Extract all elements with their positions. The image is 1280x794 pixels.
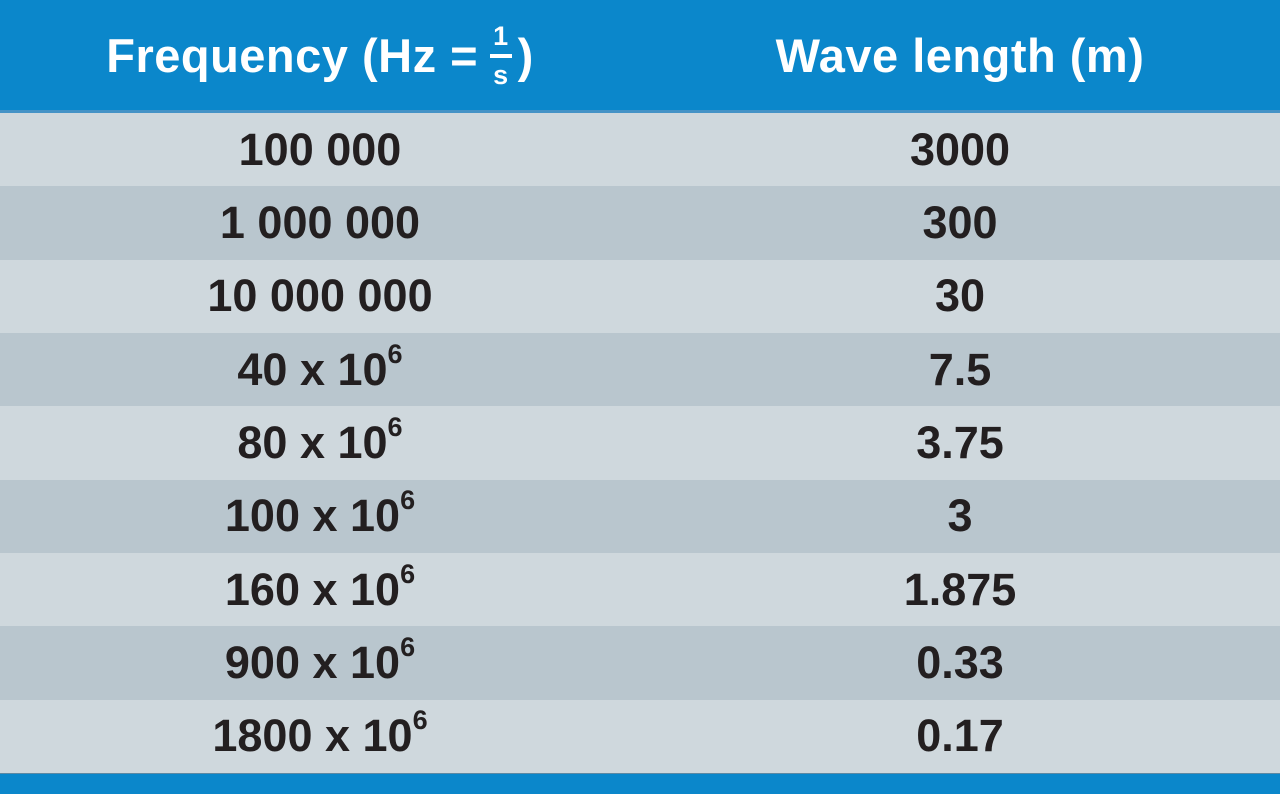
frequency-value: 1800 x 10 — [212, 710, 413, 762]
frequency-header-close-paren: ) — [517, 28, 534, 82]
table-body: 100 000 3000 1 000 000 300 10 000 000 30… — [0, 113, 1280, 773]
frequency-cell: 10 000 000 — [0, 260, 640, 333]
wavelength-cell: 0.17 — [916, 710, 1004, 762]
frequency-cell: 1800 x 10 6 — [212, 705, 428, 762]
table-row: 100 x 10 6 3 — [0, 479, 1280, 553]
frequency-header-text: Frequency (Hz = — [106, 28, 479, 82]
table-row: 80 x 10 6 3.75 — [0, 406, 1280, 480]
wavelength-cell: 300 — [922, 196, 998, 248]
frequency-value: 900 x 10 — [224, 636, 401, 688]
wavelength-cell: 1.875 — [903, 563, 1017, 615]
frequency-column-header: Frequency (Hz = 1 s ) — [0, 0, 640, 110]
frequency-cell: 1 000 000 — [0, 186, 640, 259]
frequency-cell: 40 x 10 6 — [237, 338, 403, 395]
table-row: 160 x 10 6 1.875 — [0, 552, 1280, 627]
table-row: 1800 x 10 6 0.17 — [0, 699, 1280, 773]
wavelength-cell: 3000 — [909, 123, 1011, 175]
frequency-value: 10 000 000 — [207, 270, 433, 322]
frequency-value: 40 x 10 — [237, 343, 388, 395]
frequency-cell: 900 x 10 6 — [224, 631, 416, 688]
frequency-cell: 100 000 — [0, 113, 640, 186]
frequency-value: 100 000 — [238, 123, 402, 175]
table-header-row: Frequency (Hz = 1 s ) Wave length (m) — [0, 0, 1280, 113]
table-row: 900 x 10 6 0.33 — [0, 626, 1280, 700]
fraction-denominator: s — [493, 60, 509, 90]
frequency-value: 80 x 10 — [237, 416, 388, 468]
table-row: 100 000 3000 — [0, 113, 1280, 187]
wavelength-cell: 3.75 — [916, 416, 1004, 468]
frequency-value: 160 x 10 — [224, 563, 401, 615]
fraction-numerator: 1 — [490, 23, 512, 58]
bottom-accent-bar — [0, 773, 1280, 794]
frequency-cell: 100 x 10 6 — [224, 485, 416, 542]
frequency-value: 100 x 10 — [224, 490, 401, 542]
wavelength-cell: 0.33 — [916, 636, 1004, 688]
frequency-cell: 160 x 10 6 — [224, 558, 416, 615]
table-row: 40 x 10 6 7.5 — [0, 332, 1280, 407]
frequency-value: 1 000 000 — [219, 196, 421, 248]
one-over-s-fraction: 1 s — [490, 23, 512, 89]
wavelength-cell: 3 — [947, 490, 973, 542]
wavelength-cell: 30 — [934, 270, 986, 322]
table-row: 1 000 000 300 — [0, 186, 1280, 260]
wavelength-column-header: Wave length (m) — [775, 28, 1145, 82]
wavelength-cell: 7.5 — [928, 343, 992, 395]
table-row: 10 000 000 30 — [0, 259, 1280, 333]
frequency-cell: 80 x 10 6 — [237, 411, 403, 468]
